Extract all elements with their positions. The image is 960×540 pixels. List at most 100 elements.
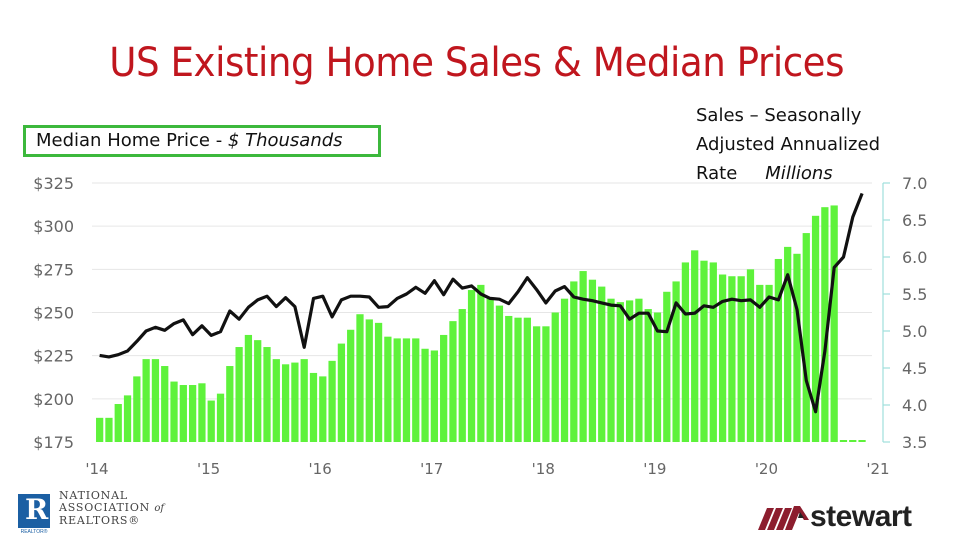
price-bar (821, 207, 829, 442)
price-bar (412, 338, 420, 442)
price-bar (700, 260, 708, 442)
price-bars (96, 205, 838, 442)
price-bar (235, 347, 243, 442)
price-bar (560, 298, 569, 442)
price-bar (635, 298, 643, 442)
price-bar (570, 281, 578, 442)
price-bar (486, 298, 494, 442)
price-bar (691, 250, 699, 442)
price-bar (430, 350, 438, 442)
price-bar (337, 343, 346, 442)
price-bar (319, 376, 327, 442)
x-tick-label: '16 (309, 460, 332, 478)
empty-month-stubs (839, 440, 866, 442)
left-axis-legend: Median Home Price - $ Thousands (23, 125, 381, 157)
price-bar (653, 312, 662, 442)
price-bar (467, 290, 476, 442)
price-bar (523, 317, 531, 442)
right-tick-label: 5.5 (902, 285, 927, 304)
price-bar (309, 372, 318, 442)
price-bar (216, 393, 225, 442)
right-axis (882, 182, 890, 443)
price-bar (263, 347, 271, 442)
left-legend-label: Median Home Price - (36, 130, 228, 151)
price-bar (114, 404, 122, 442)
price-bar (421, 348, 429, 442)
sales-line (99, 192, 864, 414)
price-bar (616, 302, 624, 442)
left-legend-unit: $ Thousands (227, 130, 343, 151)
right-tick-label: 7.0 (902, 174, 927, 193)
price-bar (244, 334, 253, 442)
right-axis-ticks: 3.5 4.0 4.5 5.0 5.5 6.0 6.5 7.0 (902, 174, 927, 452)
price-bar (495, 305, 504, 442)
price-bar (328, 360, 336, 442)
x-tick-label: '14 (85, 460, 108, 478)
price-bar (533, 326, 541, 442)
price-bar (802, 233, 810, 442)
x-tick-label: '21 (866, 460, 889, 478)
price-bar (607, 298, 615, 442)
stewart-logo: stewart (752, 500, 952, 536)
price-bar (681, 262, 690, 442)
stewart-wordmark: stewart (810, 500, 912, 533)
price-bar (170, 381, 178, 442)
left-tick-label: $175 (33, 433, 74, 452)
price-bar (774, 258, 783, 442)
price-bar (728, 276, 736, 442)
right-tick-label: 5.0 (902, 322, 927, 341)
price-bar (402, 338, 411, 442)
x-tick-label: '18 (532, 460, 555, 478)
x-tick-label: '19 (643, 460, 666, 478)
price-bar (477, 284, 485, 442)
right-legend-line1: Sales – Seasonally (696, 105, 862, 126)
price-bar (133, 376, 141, 442)
x-tick-label: '15 (197, 460, 220, 478)
price-bar (793, 253, 801, 442)
price-bar (179, 385, 187, 442)
price-bar (291, 362, 299, 442)
left-axis-ticks: $175 $200 $225 $250 $275 $300 $325 (33, 174, 74, 452)
stewart-stripes-icon (758, 506, 809, 530)
price-bar (393, 338, 401, 442)
price-bar (281, 364, 290, 442)
price-bar (588, 279, 597, 442)
price-bar (514, 317, 522, 442)
price-bar (198, 383, 206, 442)
price-bar (551, 312, 559, 442)
price-bar (96, 417, 104, 442)
price-bar (105, 417, 113, 442)
price-bar (365, 319, 373, 442)
left-tick-label: $225 (33, 347, 74, 366)
x-tick-label: '20 (755, 460, 778, 478)
right-legend-line2: Adjusted Annualized (696, 134, 881, 155)
x-axis-ticks: '14 '15 '16 '17 '18 '19 '20 '21 (85, 460, 889, 478)
price-bar (207, 400, 215, 442)
price-bar (440, 334, 448, 442)
right-tick-label: 6.0 (902, 248, 927, 267)
price-bar (374, 322, 383, 442)
price-bar (830, 205, 838, 442)
price-bar (458, 309, 466, 442)
price-bar (811, 215, 820, 442)
price-bar (300, 359, 308, 442)
price-bar (765, 284, 773, 442)
left-tick-label: $200 (33, 390, 74, 409)
x-tick-label: '17 (420, 460, 443, 478)
right-axis-legend: Sales – Seasonally Adjusted Annualized R… (696, 101, 880, 188)
realtor-r-icon: R REALTOR® (18, 493, 50, 535)
price-bar (356, 314, 364, 442)
left-tick-label: $275 (33, 260, 74, 279)
price-bar (505, 315, 513, 442)
nar-wordmark: NATIONAL ASSOCIATION of REALTORS® (59, 489, 165, 527)
price-bar (625, 300, 634, 442)
nar-logo: R REALTOR® NATIONAL ASSOCIATION of REALTO… (18, 490, 208, 536)
price-bar (644, 309, 652, 442)
price-bar (142, 359, 150, 442)
right-tick-label: 3.5 (902, 433, 927, 452)
price-bar (579, 271, 587, 442)
price-bar (737, 276, 745, 442)
left-tick-label: $300 (33, 217, 74, 236)
price-bar (663, 291, 671, 442)
